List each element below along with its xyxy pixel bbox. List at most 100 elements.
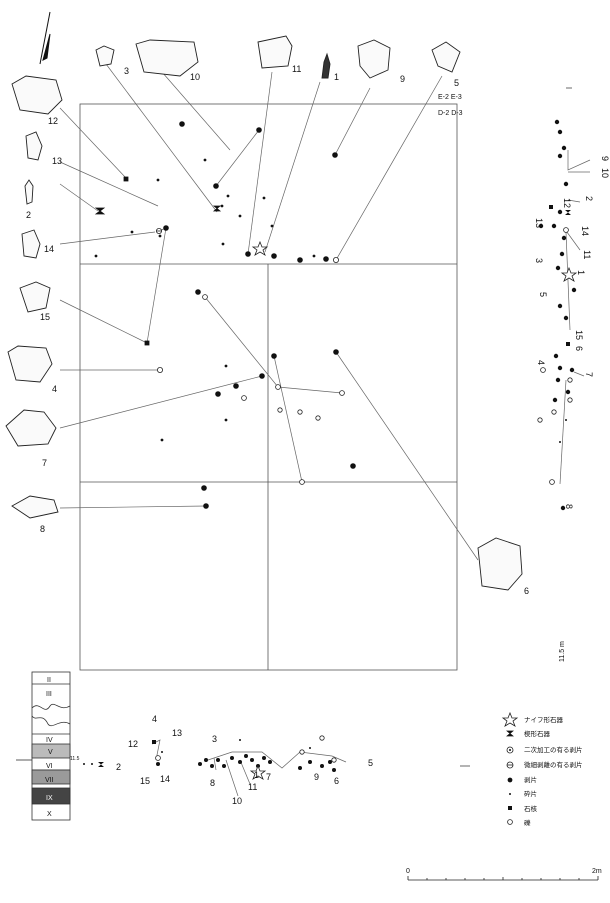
section-point — [268, 760, 272, 764]
label-artifact-9: 9 — [400, 74, 405, 84]
artifact-15-drawing-icon — [19, 281, 51, 313]
bottom-section-label: 2 — [116, 762, 121, 772]
artifact-2-drawing-icon — [24, 179, 34, 205]
section-point — [244, 754, 248, 758]
scale-end: 2m — [592, 868, 602, 875]
label-artifact-1: 1 — [334, 72, 339, 82]
plan-point — [238, 214, 242, 218]
section-point — [538, 223, 544, 229]
section-point — [567, 377, 573, 383]
section-point — [557, 303, 563, 309]
section-point — [560, 266, 578, 282]
bottom-section-label: 13 — [172, 728, 182, 738]
section-point — [230, 756, 234, 760]
artifact-7-drawing-icon — [5, 409, 57, 447]
legend-label: 石核 — [524, 804, 538, 813]
right-section-label: 14 — [580, 226, 590, 236]
bottom-section-elevation: 11.5 — [70, 756, 80, 762]
plan-point — [275, 384, 281, 390]
section-point — [565, 419, 567, 421]
artifact-11-drawing-icon — [257, 35, 293, 69]
bottom-section-label: 11 — [248, 782, 257, 792]
stratum-label: IX — [46, 795, 53, 802]
artifact-4-drawing-icon — [7, 345, 53, 383]
section-point — [83, 763, 85, 765]
grid-label-top: E-2 E-3 — [438, 94, 462, 101]
plan-point — [160, 438, 164, 442]
plan-point — [251, 240, 269, 256]
label-artifact-4: 4 — [52, 384, 57, 394]
legend-label: 微細剥離の有る剥片 — [524, 760, 583, 769]
bottom-section-label: 15 — [140, 776, 150, 786]
north-arrow-icon — [39, 11, 51, 65]
plan-point — [221, 242, 225, 246]
legend-label: ナイフ形石器 — [524, 716, 564, 724]
plan-point — [224, 364, 228, 368]
section-point — [198, 762, 202, 766]
artifact-10-drawing-icon — [135, 39, 199, 77]
section-point — [91, 763, 93, 765]
plan-point — [156, 366, 163, 373]
section-point — [309, 747, 311, 749]
right-section-label: 13 — [534, 218, 544, 228]
right-section: 9 10 2 12 13 14 11 3 1 5 15 6 4 7 8 11.5… — [534, 87, 610, 662]
plan-point — [339, 390, 345, 396]
grid-label-bottom: D-2 D-3 — [438, 110, 463, 117]
pebble-open-circle-icon — [507, 819, 513, 825]
right-section-label: 7 — [584, 372, 594, 377]
section-point — [319, 735, 325, 741]
section-point — [566, 342, 570, 346]
section-point — [557, 209, 563, 215]
label-artifact-10: 10 — [190, 72, 200, 82]
label-artifact-5: 5 — [454, 78, 459, 88]
plan-point — [179, 121, 185, 127]
bottom-section-label: 14 — [160, 774, 170, 784]
bottom-section-label: 4 — [152, 714, 157, 724]
section-point — [552, 397, 558, 403]
plan-point — [277, 407, 283, 413]
section-point — [98, 762, 104, 767]
section-point — [161, 751, 163, 753]
plan-point — [158, 234, 162, 238]
bottom-section-label: 6 — [334, 776, 339, 786]
section-point — [553, 353, 559, 359]
right-section-elevation: 11.5 m — [559, 641, 566, 662]
section-point — [222, 764, 226, 768]
section-point — [320, 764, 324, 768]
plan-point — [241, 395, 247, 401]
plan-point — [163, 225, 169, 231]
section-point — [559, 251, 565, 257]
used-flake-icon — [506, 761, 514, 769]
artifact-12-drawing-icon — [11, 75, 63, 115]
plan-point — [262, 196, 266, 200]
wedge-tool-icon — [506, 730, 514, 737]
section-point — [239, 739, 241, 741]
artifact-3-drawing-icon — [95, 45, 115, 67]
section-point — [551, 223, 557, 229]
label-artifact-13: 13 — [52, 156, 62, 166]
section-point — [565, 389, 571, 395]
stratum-label: III — [46, 691, 52, 698]
plan-point — [270, 224, 274, 228]
label-artifact-11: 11 — [292, 64, 301, 74]
right-section-label: 12 — [562, 198, 572, 208]
section-point — [299, 749, 305, 755]
plan-point — [297, 409, 303, 415]
label-artifact-6: 6 — [524, 586, 529, 596]
plan-point — [350, 463, 356, 469]
stratum-label: VII — [45, 777, 54, 784]
bottom-section: 11.5 — [70, 714, 470, 806]
artifact-drawings — [5, 35, 523, 591]
section-point — [210, 764, 214, 768]
label-artifact-12: 12 — [48, 116, 58, 126]
plan-point — [156, 178, 160, 182]
section-point — [537, 417, 543, 423]
section-point — [560, 505, 566, 511]
legend-label: 砕片 — [524, 789, 537, 798]
section-point — [549, 479, 555, 485]
bottom-section-label: 9 — [314, 772, 319, 782]
legend-label: 楔形石器 — [524, 729, 551, 738]
section-point — [561, 145, 567, 151]
plan-point — [203, 503, 209, 509]
plan-point — [94, 254, 98, 258]
